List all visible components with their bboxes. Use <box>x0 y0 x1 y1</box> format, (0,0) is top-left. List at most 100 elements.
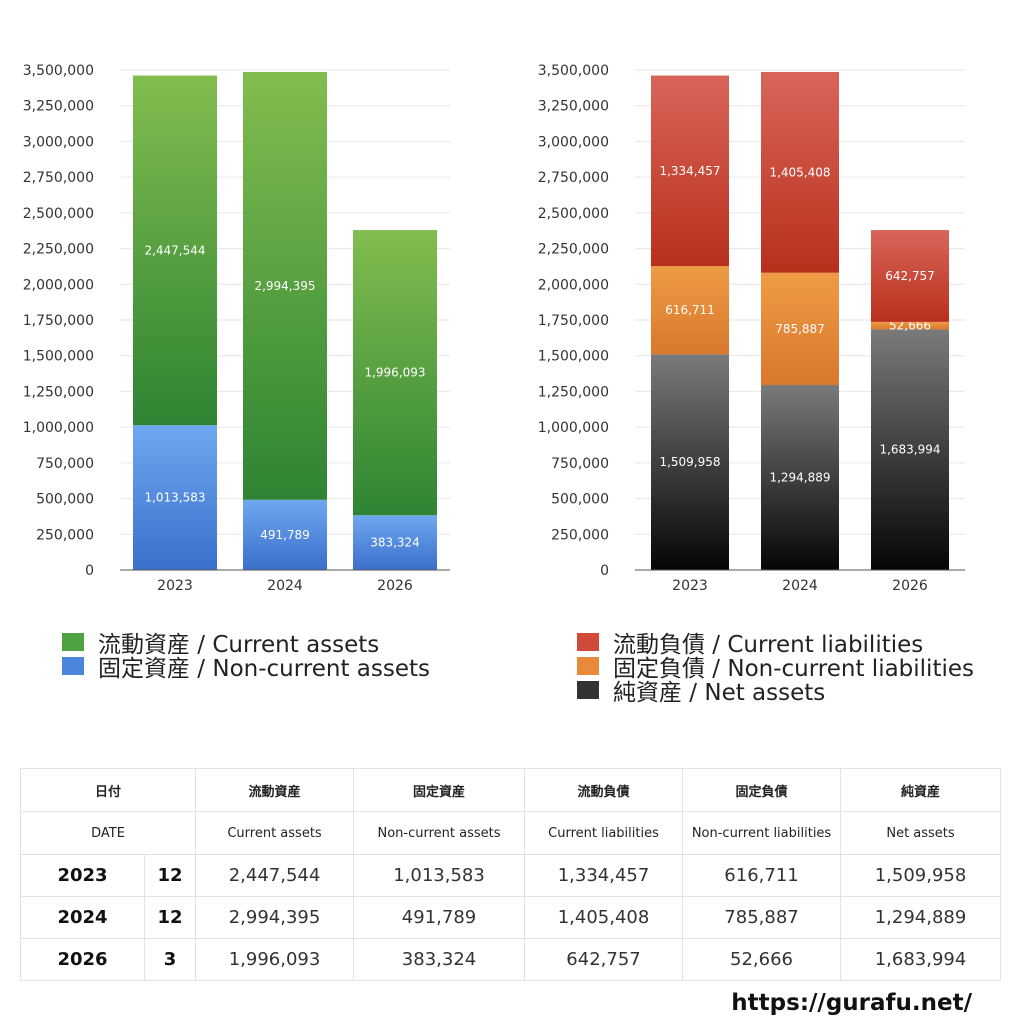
header-non-current-assets-jp: 固定資産 <box>353 768 526 812</box>
balance-sheet-table: 日付 流動資産 固定資産 流動負債 固定負債 純資産 DATE Current … <box>19 768 1002 981</box>
cell-value: 2,447,544 <box>195 854 355 897</box>
data-label: 642,757 <box>885 269 935 283</box>
header-non-current-liabilities-en: Non-current liabilities <box>682 811 842 855</box>
legend-swatch <box>577 633 599 651</box>
cell-value: 1,405,408 <box>524 896 684 939</box>
data-label: 616,711 <box>665 303 715 317</box>
data-label: 1,683,994 <box>879 443 940 457</box>
bar-segment <box>761 385 839 570</box>
cell-value: 1,509,958 <box>840 854 1002 897</box>
bar-segment <box>871 230 949 322</box>
x-tick-label: 2024 <box>782 578 818 594</box>
header-current-liabilities-en: Current liabilities <box>524 811 684 855</box>
y-tick-label: 0 <box>600 563 609 579</box>
cell-value: 1,294,889 <box>840 896 1002 939</box>
y-tick-label: 2,750,000 <box>538 170 609 186</box>
data-label: 2,994,395 <box>254 279 315 293</box>
x-tick-label: 2026 <box>892 578 928 594</box>
y-tick-label: 1,500,000 <box>23 349 94 365</box>
data-label: 383,324 <box>370 536 420 550</box>
cell-value: 1,683,994 <box>840 938 1002 981</box>
y-tick-label: 3,250,000 <box>538 99 609 115</box>
y-tick-label: 1,500,000 <box>538 349 609 365</box>
y-tick-label: 1,250,000 <box>538 384 609 400</box>
bar-segment <box>243 499 327 570</box>
data-label: 1,294,889 <box>769 471 830 485</box>
table-row: 2024 12 2,994,395 491,789 1,405,408 785,… <box>20 896 1002 939</box>
header-current-assets-en: Current assets <box>195 811 355 855</box>
cell-value: 2,994,395 <box>195 896 355 939</box>
legend-item-current-liabilities: 流動負債 / Current liabilities <box>577 630 974 658</box>
legend-item-non-current-liabilities: 固定負債 / Non-current liabilities <box>577 654 974 682</box>
y-tick-label: 1,750,000 <box>538 313 609 329</box>
bar-segment <box>133 425 217 570</box>
header-current-liabilities-jp: 流動負債 <box>524 768 684 812</box>
y-tick-label: 500,000 <box>551 492 609 508</box>
header-net-assets-jp: 純資産 <box>840 768 1002 812</box>
row-year: 2026 <box>20 938 145 981</box>
assets-chart: 0 250,000 500,000 750,000 1,000,000 1,250,000… <box>23 63 450 594</box>
bar-segment <box>761 71 839 273</box>
bar-segment <box>761 272 839 386</box>
data-label: 1,509,958 <box>659 455 720 469</box>
legend-label: 固定負債 / Non-current liabilities <box>613 656 974 682</box>
y-tick-label: 3,500,000 <box>538 63 609 79</box>
y-tick-label: 3,500,000 <box>23 63 94 79</box>
cell-value: 491,789 <box>353 896 526 939</box>
x-tick-label: 2023 <box>672 578 708 594</box>
y-tick-label: 2,000,000 <box>23 277 94 293</box>
y-tick-label: 2,000,000 <box>538 277 609 293</box>
y-tick-label: 1,000,000 <box>23 420 94 436</box>
cell-value: 616,711 <box>682 854 842 897</box>
cell-value: 1,013,583 <box>353 854 526 897</box>
row-year: 2024 <box>20 896 145 939</box>
y-tick-label: 1,250,000 <box>23 384 94 400</box>
table-row: 2026 3 1,996,093 383,324 642,757 52,666 … <box>20 938 1002 981</box>
y-tick-label: 2,500,000 <box>538 206 609 222</box>
x-tick-label: 2023 <box>157 578 193 594</box>
y-tick-label: 2,250,000 <box>23 242 94 258</box>
bar-segment <box>651 75 729 267</box>
x-tick-label: 2026 <box>377 578 413 594</box>
cell-value: 1,334,457 <box>524 854 684 897</box>
legend-swatch <box>62 633 84 651</box>
bar-segment <box>651 266 729 355</box>
legend-item-current-assets: 流動資産 / Current assets <box>62 630 430 658</box>
data-label: 52,666 <box>889 319 931 333</box>
bar-segment <box>871 329 949 570</box>
y-tick-label: 1,000,000 <box>538 420 609 436</box>
bar-segment <box>353 230 437 516</box>
site-url[interactable]: https://gurafu.net/ <box>731 990 972 1016</box>
data-label: 2,447,544 <box>144 243 205 257</box>
row-month: 12 <box>143 854 197 897</box>
header-current-assets-jp: 流動資産 <box>195 768 355 812</box>
legend-label: 純資産 / Net assets <box>613 680 826 706</box>
header-non-current-liabilities-jp: 固定負債 <box>682 768 842 812</box>
y-tick-label: 2,500,000 <box>23 206 94 222</box>
legend-label: 固定資産 / Non-current assets <box>98 656 431 682</box>
row-year: 2023 <box>20 854 145 897</box>
data-label: 491,789 <box>260 528 310 542</box>
cell-value: 383,324 <box>353 938 526 981</box>
table-row: 2023 12 2,447,544 1,013,583 1,334,457 61… <box>20 854 1002 897</box>
header-non-current-assets-en: Non-current assets <box>353 811 526 855</box>
y-tick-label: 3,250,000 <box>23 99 94 115</box>
row-month: 12 <box>143 896 197 939</box>
legend-swatch <box>577 657 599 675</box>
legend-swatch <box>62 657 84 675</box>
cell-value: 52,666 <box>682 938 842 981</box>
bar-segment <box>353 515 437 570</box>
bar-segment <box>243 71 327 500</box>
legend-label: 流動資産 / Current assets <box>98 632 380 658</box>
table-header-jp: 日付 流動資産 固定資産 流動負債 固定負債 純資産 <box>19 768 1002 812</box>
legend-assets: 流動資産 / Current assets 固定資産 / Non-current… <box>62 630 430 682</box>
cell-value: 642,757 <box>524 938 684 981</box>
header-net-assets-en: Net assets <box>840 811 1002 855</box>
header-date-jp: 日付 <box>19 768 197 812</box>
y-tick-label: 500,000 <box>36 492 94 508</box>
bar-segment <box>133 75 217 426</box>
header-date-en: DATE <box>19 811 197 855</box>
x-tick-label: 2024 <box>267 578 303 594</box>
y-tick-label: 3,000,000 <box>538 134 609 150</box>
cell-value: 1,996,093 <box>195 938 355 981</box>
